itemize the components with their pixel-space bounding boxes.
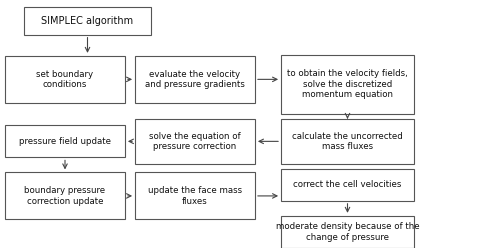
Text: solve the equation of
pressure correction: solve the equation of pressure correctio… <box>149 132 241 151</box>
Text: moderate density because of the
change of pressure: moderate density because of the change o… <box>276 222 420 242</box>
FancyBboxPatch shape <box>135 172 255 219</box>
FancyBboxPatch shape <box>135 119 255 164</box>
FancyBboxPatch shape <box>281 55 414 114</box>
Text: correct the cell velocities: correct the cell velocities <box>294 180 402 189</box>
FancyBboxPatch shape <box>281 216 414 248</box>
FancyBboxPatch shape <box>5 172 125 219</box>
Text: boundary pressure
correction update: boundary pressure correction update <box>24 186 105 206</box>
FancyBboxPatch shape <box>24 7 151 35</box>
FancyBboxPatch shape <box>135 56 255 103</box>
Text: calculate the uncorrected
mass fluxes: calculate the uncorrected mass fluxes <box>292 132 403 151</box>
Text: evaluate the velocity
and pressure gradients: evaluate the velocity and pressure gradi… <box>145 70 245 89</box>
FancyBboxPatch shape <box>281 169 414 201</box>
Text: pressure field update: pressure field update <box>19 137 111 146</box>
Text: set boundary
conditions: set boundary conditions <box>36 70 94 89</box>
FancyBboxPatch shape <box>5 56 125 103</box>
Text: to obtain the velocity fields,
solve the discretized
momentum equation: to obtain the velocity fields, solve the… <box>287 69 408 99</box>
FancyBboxPatch shape <box>5 125 125 157</box>
Text: SIMPLEC algorithm: SIMPLEC algorithm <box>42 16 134 26</box>
FancyBboxPatch shape <box>281 119 414 164</box>
Text: update the face mass
fluxes: update the face mass fluxes <box>148 186 242 206</box>
